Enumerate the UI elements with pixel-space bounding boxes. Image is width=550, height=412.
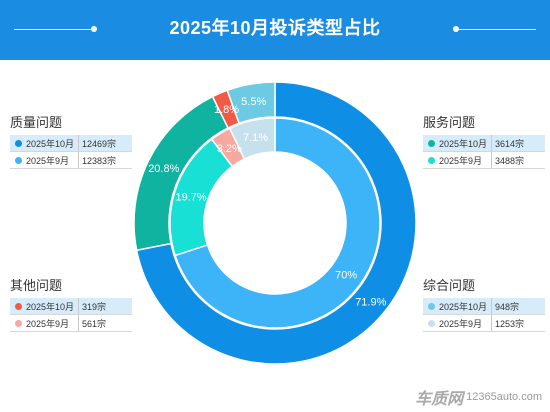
legend-group-title: 服务问题 — [423, 115, 476, 130]
legend-row: 2025年10月 12469宗 — [10, 135, 132, 152]
outer-slice-4 — [226, 81, 276, 125]
legend-value: 561宗 — [82, 318, 107, 329]
legend-swatch — [15, 139, 22, 147]
inner-ring-2025-09 — [169, 117, 381, 329]
legend-group-title: 质量问题 — [10, 115, 63, 130]
banner-line-left — [14, 29, 92, 30]
watermark-site: 12365auto.com — [466, 391, 542, 403]
chart-title: 2025年10月投诉类型占比 — [169, 18, 381, 38]
inner-data-label-3: 3.2% — [217, 143, 242, 155]
outer-slice-1 — [135, 81, 417, 365]
inner-data-label-4: 7.1% — [243, 132, 268, 144]
legend-separator — [78, 298, 79, 314]
legend-row: 2025年10月 948宗 — [423, 298, 545, 315]
legend-row: 2025年9月 1253宗 — [423, 315, 545, 332]
legend-row: 2025年10月 3614宗 — [423, 135, 545, 152]
legend-swatch — [428, 302, 435, 310]
legend-label: 2025年10月 — [439, 301, 488, 312]
inner-data-label-2: 19.7% — [175, 192, 206, 204]
legend-separator — [78, 315, 79, 331]
inner-slice-1 — [174, 117, 381, 329]
legend-swatch — [428, 319, 435, 327]
legend-value: 12469宗 — [82, 138, 117, 149]
legend-value: 12383宗 — [82, 155, 117, 166]
legend-value: 948宗 — [495, 301, 520, 312]
legend-group-title: 其他问题 — [10, 278, 63, 293]
legend-label: 2025年10月 — [439, 138, 488, 149]
legend-label: 2025年9月 — [26, 155, 70, 166]
legend-value: 3488宗 — [495, 155, 525, 166]
legend-group-title: 综合问题 — [423, 278, 476, 293]
legend-separator — [78, 135, 79, 151]
legend-group-comprehensive: 综合问题 2025年10月 948宗 2025年9月 1253宗 — [423, 276, 545, 332]
outer-data-label-4: 5.5% — [241, 96, 266, 108]
outer-data-label-1: 71.9% — [355, 297, 386, 309]
watermark: 车质网 12365auto.com — [415, 385, 542, 409]
legend-separator — [78, 152, 79, 168]
legend-label: 2025年9月 — [26, 318, 70, 329]
outer-data-label-2: 20.8% — [148, 163, 179, 175]
banner-line-right — [458, 29, 536, 30]
legend-swatch — [15, 156, 22, 164]
legend-label: 2025年10月 — [26, 138, 75, 149]
legend-label: 2025年9月 — [439, 155, 483, 166]
legend-swatch — [15, 319, 22, 327]
legend-row: 2025年10月 319宗 — [10, 298, 132, 315]
outer-data-label-3: 1.8% — [214, 104, 239, 116]
legend-group-other: 其他问题 2025年10月 319宗 2025年9月 561宗 — [10, 276, 132, 332]
legend-swatch — [15, 302, 22, 310]
legend-label: 2025年9月 — [439, 318, 483, 329]
inner-data-label-1: 70% — [335, 270, 357, 282]
legend-separator — [491, 315, 492, 331]
banner-dot-right — [453, 26, 459, 32]
data-labels: 71.9% 20.8% 1.8%5.5% 70% 19.7% 3.2%7.1% — [148, 96, 386, 309]
legend-row: 2025年9月 561宗 — [10, 315, 132, 332]
legend-value: 319宗 — [82, 301, 107, 312]
banner-dot-left — [91, 26, 97, 32]
legend-value: 1253宗 — [495, 318, 525, 329]
legend-separator — [491, 298, 492, 314]
outer-ring-2025-10 — [133, 81, 417, 365]
legend-separator — [491, 152, 492, 168]
legend-value: 3614宗 — [495, 138, 525, 149]
legend-swatch — [428, 156, 435, 164]
watermark-brand: 车质网 — [415, 391, 464, 408]
title-banner: 2025年10月投诉类型占比 — [0, 0, 550, 60]
inner-slice-4 — [228, 117, 276, 160]
legend-label: 2025年10月 — [26, 301, 75, 312]
legend-separator — [491, 135, 492, 151]
legend-group-service: 服务问题 2025年10月 3614宗 2025年9月 3488宗 — [423, 113, 545, 169]
legend-row: 2025年9月 3488宗 — [423, 152, 545, 169]
legend-row: 2025年9月 12383宗 — [10, 152, 132, 169]
legend-swatch — [428, 139, 435, 147]
legend-group-quality: 质量问题 2025年10月 12469宗 2025年9月 12383宗 — [10, 113, 132, 169]
